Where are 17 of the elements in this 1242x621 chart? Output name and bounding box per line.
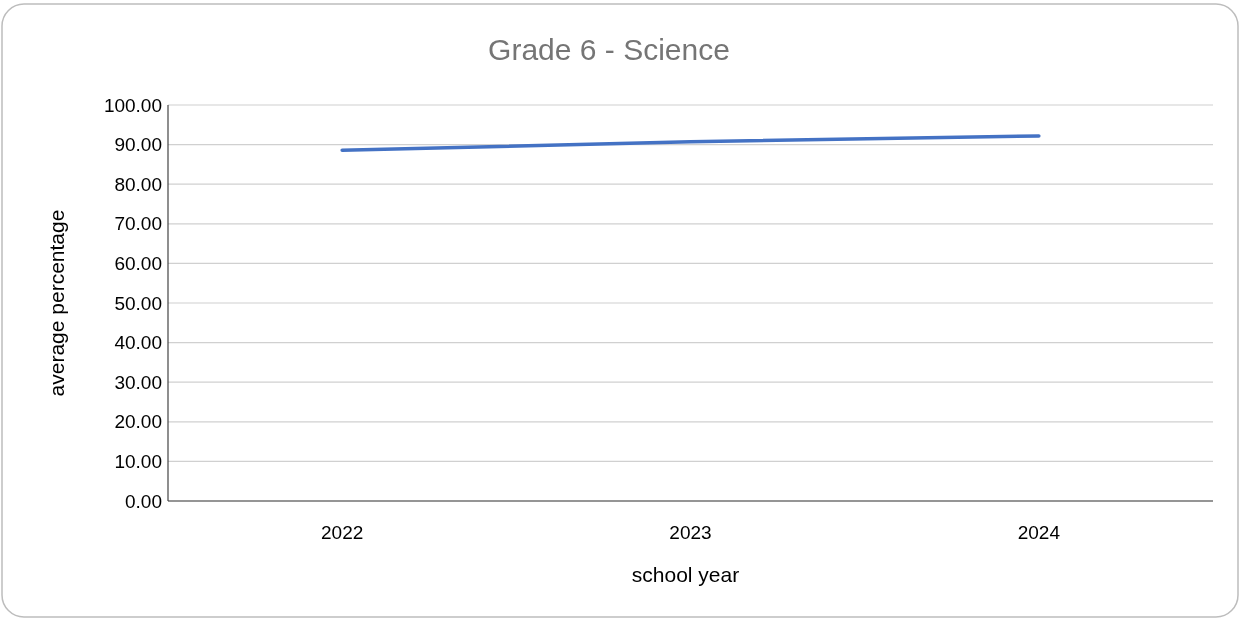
y-tick-label: 100.00: [103, 94, 162, 116]
x-tick-label: 2022: [321, 522, 364, 543]
y-tick-label: 90.00: [114, 134, 162, 156]
y-tick-label: 70.00: [114, 213, 162, 235]
y-axis-title: average percentage: [45, 209, 68, 397]
y-tick-label: 0.00: [125, 490, 162, 512]
x-tick-label: 2023: [669, 522, 712, 543]
x-tick-label: 2024: [1017, 522, 1061, 543]
y-tick-label: 30.00: [114, 371, 162, 393]
y-tick-label: 50.00: [114, 292, 162, 314]
chart-title: Grade 6 - Science: [488, 33, 730, 66]
y-tick-label: 80.00: [114, 173, 162, 195]
y-tick-label: 60.00: [114, 253, 162, 275]
y-tick-label: 40.00: [114, 332, 162, 354]
x-axis-title: school year: [631, 563, 740, 586]
y-tick-label: 20.00: [114, 411, 162, 433]
y-tick-label: 10.00: [114, 451, 162, 473]
